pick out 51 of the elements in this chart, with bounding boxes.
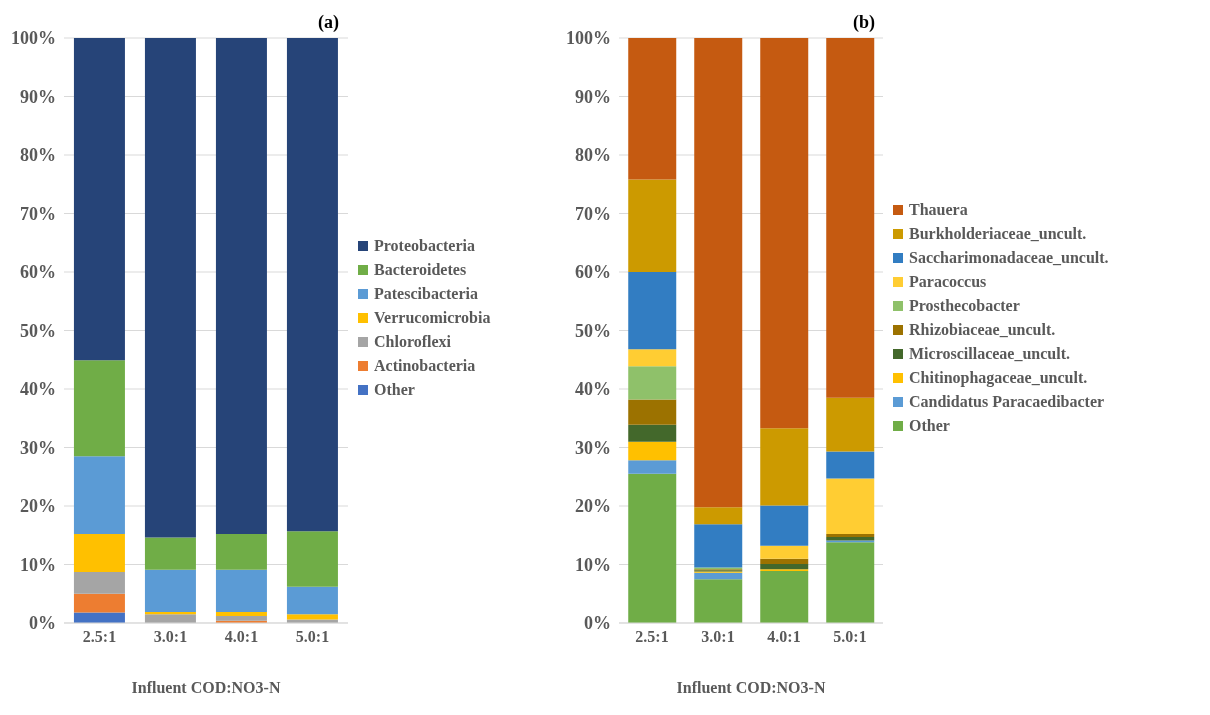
y-tick-label: 60% <box>575 262 611 283</box>
legend-label: Other <box>909 416 950 436</box>
y-tick-label: 30% <box>575 437 611 458</box>
y-tick-label: 10% <box>575 554 611 575</box>
chart-title: (b) <box>853 12 875 33</box>
y-tick-label: 50% <box>575 320 611 341</box>
legend-label: Burkholderiaceae_uncult. <box>909 224 1087 244</box>
legend-label: Chloroflexi <box>374 332 452 352</box>
y-tick-label: 40% <box>575 379 611 400</box>
y-tick-label: 10% <box>20 554 56 575</box>
y-tick-label: 90% <box>20 86 56 107</box>
x-tick-label: 3.0:1 <box>701 628 735 646</box>
x-tick-label: 5.0:1 <box>833 628 867 646</box>
x-tick-label: 3.0:1 <box>153 628 188 646</box>
legend-label: Thauera <box>909 200 968 220</box>
legend-label: Proteobacteria <box>374 236 475 256</box>
y-tick-label: 30% <box>20 437 56 458</box>
legend-label: Microscillaceae_uncult. <box>909 344 1070 364</box>
y-tick-label: 100% <box>11 28 56 49</box>
legend-label: Prosthecobacter <box>909 296 1020 316</box>
y-tick-label: 100% <box>566 28 611 49</box>
x-tick-label: 2.5:1 <box>635 628 669 646</box>
x-tick-label: 5.0:1 <box>295 628 330 646</box>
legend-label: Chitinophagaceae_uncult. <box>909 368 1088 389</box>
y-tick-label: 80% <box>575 145 611 166</box>
legend-label: Bacteroidetes <box>374 260 467 280</box>
x-tick-label: 2.5:1 <box>82 628 117 646</box>
y-tick-label: 70% <box>575 203 611 224</box>
legend-label: Other <box>374 380 415 400</box>
legend-label: Verrucomicrobia <box>374 308 491 328</box>
chart-title: (a) <box>318 12 339 33</box>
x-tick-label: 4.0:1 <box>767 628 801 646</box>
y-tick-label: 50% <box>20 320 56 341</box>
legend-label: Patescibacteria <box>374 284 478 304</box>
legend-label: Actinobacteria <box>374 356 476 376</box>
y-tick-label: 80% <box>20 145 56 166</box>
x-axis-title: Influent COD:NO3-N <box>676 679 826 696</box>
y-tick-label: 70% <box>20 203 56 224</box>
legend-label: Candidatus Paracaedibacter <box>909 392 1105 412</box>
legend-label: Saccharimonadaceae_uncult. <box>909 248 1109 268</box>
x-axis-title: Influent COD:NO3-N <box>131 679 281 696</box>
legend-label: Paracoccus <box>909 272 987 292</box>
y-tick-label: 20% <box>20 496 56 517</box>
y-tick-label: 20% <box>575 496 611 517</box>
legend-label: Rhizobiaceae_uncult. <box>909 320 1056 340</box>
y-tick-label: 40% <box>20 379 56 400</box>
y-tick-label: 60% <box>20 262 56 283</box>
y-tick-label: 90% <box>575 86 611 107</box>
y-tick-label: 0% <box>29 613 56 634</box>
y-tick-label: 0% <box>584 613 611 634</box>
x-tick-label: 4.0:1 <box>224 628 259 646</box>
